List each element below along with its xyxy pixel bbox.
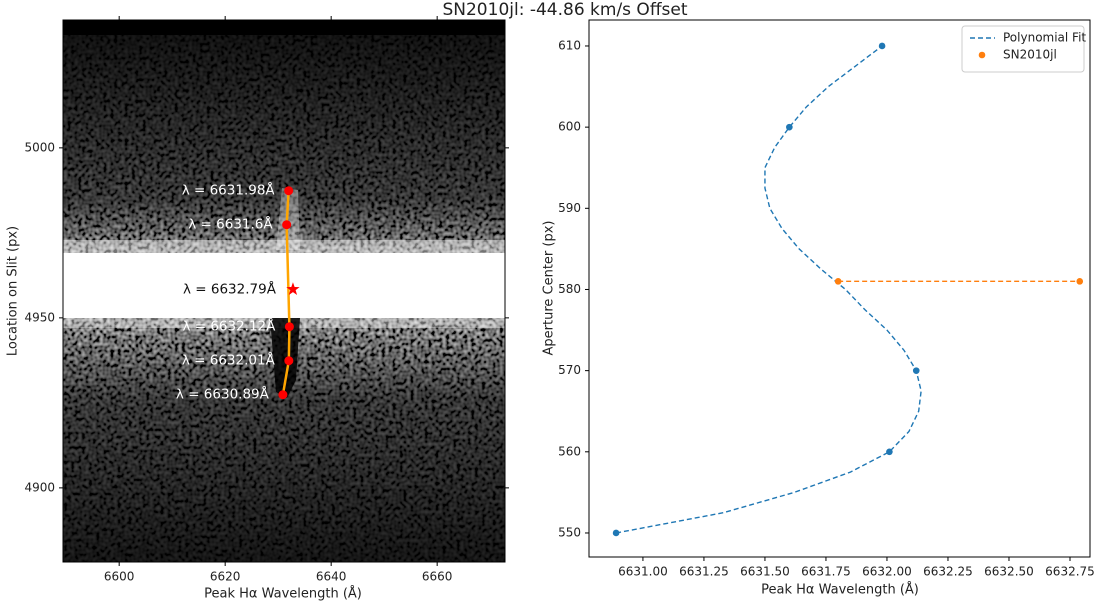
- data-point: [912, 367, 920, 374]
- axes-frame: [62, 19, 506, 563]
- y-axis-label: Aperture Center (px): [542, 221, 557, 356]
- data-point: [878, 42, 886, 50]
- y-axis-label: Location on Slit (px): [6, 226, 21, 356]
- data-point: [612, 529, 620, 537]
- point: [282, 220, 292, 230]
- y-tick-label: 550: [558, 525, 581, 539]
- point-label: λ = 6631.6Å: [188, 216, 273, 233]
- point: [284, 356, 294, 366]
- peak-label: λ = 6632.79Å: [183, 280, 277, 297]
- x-tick-label: 6632.75: [1045, 565, 1095, 579]
- point-label: λ = 6631.98Å: [182, 182, 276, 199]
- series-marker: [1076, 278, 1084, 285]
- peak-star: [286, 282, 300, 295]
- x-tick-label: 6632.25: [923, 565, 973, 579]
- spectrum-image: [63, 20, 505, 562]
- point: [284, 186, 294, 196]
- series-line: [615, 45, 922, 534]
- y-tick-label: 560: [558, 444, 581, 458]
- legend-label: Polynomial Fit: [1003, 31, 1086, 45]
- image-dip: [270, 318, 300, 398]
- x-tick-label: 6631.25: [679, 565, 729, 579]
- x-tick-label: 6632.00: [862, 565, 912, 579]
- figure-title: SN2010jl: -44.86 km/s Offset: [442, 0, 687, 20]
- y-tick-label: 600: [558, 120, 581, 134]
- image-band: [63, 253, 505, 318]
- y-tick-label: 570: [558, 363, 581, 377]
- point: [284, 322, 294, 332]
- x-tick-label: 6631.75: [801, 565, 851, 579]
- image-edge: [63, 20, 505, 35]
- point: [278, 390, 288, 400]
- x-tick-label: 6631.00: [618, 565, 668, 579]
- legend-swatch: [978, 51, 986, 59]
- x-tick-label: 6632.50: [984, 565, 1034, 579]
- data-point: [886, 448, 893, 456]
- image-halo: [63, 240, 505, 253]
- x-tick-label: 6600: [104, 570, 135, 584]
- x-tick-label: 6631.50: [740, 565, 790, 579]
- data-point: [786, 123, 793, 131]
- y-tick-label: 610: [558, 38, 581, 52]
- legend-label: SN2010jl: [1003, 48, 1057, 62]
- point-label: λ = 6632.12Å: [182, 318, 276, 335]
- y-tick-label: 590: [558, 201, 581, 215]
- y-tick-label: 5000: [24, 140, 55, 154]
- y-tick-label: 580: [558, 282, 581, 296]
- y-tick-label: 4950: [24, 310, 55, 324]
- point-label: λ = 6632.01Å: [182, 352, 276, 369]
- x-axis-label: Peak Hα Wavelength (Å): [761, 582, 919, 598]
- x-axis-label: Peak Hα Wavelength (Å): [204, 586, 362, 602]
- series-marker: [834, 278, 842, 285]
- x-tick-label: 6660: [422, 570, 453, 584]
- x-tick-label: 6640: [316, 570, 347, 584]
- legend-box: [961, 25, 1085, 73]
- point-label: λ = 6630.89Å: [176, 386, 270, 403]
- y-tick-label: 4900: [24, 480, 55, 494]
- x-tick-label: 6620: [210, 570, 241, 584]
- axes-frame: [588, 19, 1091, 558]
